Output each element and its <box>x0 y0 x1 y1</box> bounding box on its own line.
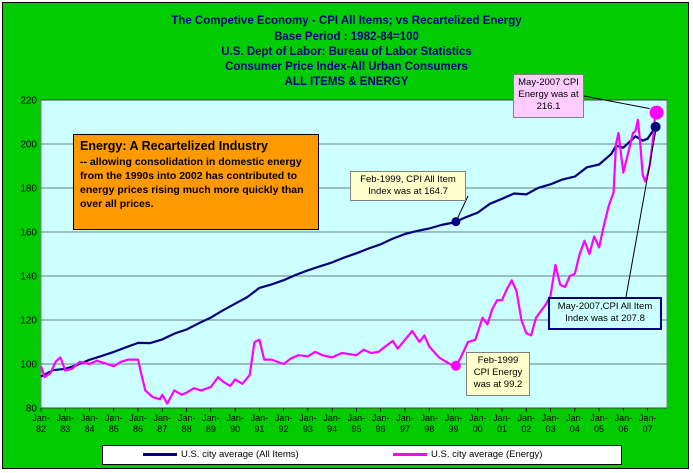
energy-annotation-heading: Energy: A Recartelized Industry <box>80 139 269 153</box>
series-line-all-items <box>40 126 657 378</box>
leader-may2007-all-items <box>625 131 657 298</box>
x-tick-label-month-4: Jan- <box>129 413 147 423</box>
x-tick-label-month-22: Jan- <box>566 413 584 423</box>
x-tick-label-month-15: Jan- <box>396 413 414 423</box>
leader-may2007-energy <box>583 95 650 110</box>
x-tick-label-year-3: 85 <box>109 424 119 434</box>
x-tick-label-year-13: 95 <box>351 424 361 434</box>
y-tick-label-80: 80 <box>26 404 38 415</box>
x-tick-label-month-7: Jan- <box>202 413 220 423</box>
y-tick-label-160: 160 <box>20 228 37 239</box>
x-tick-label-year-11: 93 <box>303 424 313 434</box>
legend-item-energy: U.S. city average (Energy) <box>393 449 542 460</box>
x-tick-label-year-21: 03 <box>546 424 556 434</box>
legend-swatch-all-items <box>143 453 177 456</box>
callout-feb1999-all-items: Feb-1999, CPI All Item Index was at 164.… <box>350 171 466 201</box>
x-tick-label-month-14: Jan- <box>372 413 390 423</box>
y-tick-label-140: 140 <box>20 272 37 283</box>
chart-subtitle-index: Consumer Price Index-All Urban Consumers <box>225 61 468 73</box>
x-tick-label-month-21: Jan- <box>542 413 560 423</box>
x-tick-label-year-14: 96 <box>376 424 386 434</box>
x-tick-label-month-24: Jan- <box>615 413 633 423</box>
x-tick-label-year-17: 99 <box>448 424 458 434</box>
x-tick-label-month-1: Jan- <box>57 413 75 423</box>
x-tick-label-year-24: 06 <box>618 424 628 434</box>
x-tick-label-year-4: 86 <box>133 424 143 434</box>
legend-swatch-energy <box>393 453 427 456</box>
y-tick-label-180: 180 <box>20 184 37 195</box>
x-tick-label-year-25: 07 <box>643 424 653 434</box>
x-tick-label-month-9: Jan- <box>251 413 269 423</box>
x-tick-label-month-25: Jan- <box>639 413 657 423</box>
y-tick-label-120: 120 <box>20 316 37 327</box>
x-tick-label-month-5: Jan- <box>154 413 172 423</box>
chart-legend: U.S. city average (All Items) U.S. city … <box>102 445 622 465</box>
x-tick-label-year-5: 87 <box>157 424 167 434</box>
chart-title: The Competive Economy - CPI All Items; v… <box>171 15 522 27</box>
x-tick-label-year-6: 88 <box>182 424 192 434</box>
x-tick-label-month-23: Jan- <box>590 413 608 423</box>
x-tick-label-year-1: 83 <box>60 424 70 434</box>
legend-item-all-items: U.S. city average (All Items) <box>143 449 299 460</box>
x-tick-label-year-12: 94 <box>327 424 337 434</box>
x-tick-label-year-15: 97 <box>400 424 410 434</box>
x-tick-label-year-7: 89 <box>206 424 216 434</box>
x-tick-label-year-9: 91 <box>254 424 264 434</box>
chart-subtitle-series: ALL ITEMS & ENERGY <box>284 76 409 88</box>
chart-subtitle-source: U.S. Dept of Labor: Bureau of Labor Stat… <box>221 46 472 58</box>
callout-may2007-energy: May-2007 CPI Energy was at 216.1 <box>513 74 584 118</box>
x-tick-label-year-23: 05 <box>594 424 604 434</box>
x-tick-label-year-10: 92 <box>279 424 289 434</box>
x-tick-label-month-6: Jan- <box>178 413 196 423</box>
x-tick-label-month-16: Jan- <box>420 413 438 423</box>
x-tick-label-month-18: Jan- <box>469 413 487 423</box>
x-tick-label-year-22: 04 <box>570 424 580 434</box>
chart-subtitle-base-period: Base Period : 1982-84=100 <box>274 31 419 43</box>
callout-may2007-all-items: May-2007,CPI All Item Index was at 207.8 <box>548 297 662 330</box>
y-tick-label-200: 200 <box>20 140 37 151</box>
x-tick-label-month-3: Jan- <box>105 413 123 423</box>
x-tick-label-month-11: Jan- <box>299 413 317 423</box>
energy-annotation-body: -- allowing consolidation in domestic en… <box>80 156 304 210</box>
y-tick-label-220: 220 <box>20 96 37 107</box>
x-tick-label-month-0: Jan- <box>32 413 50 423</box>
legend-label-energy: U.S. city average (Energy) <box>431 449 543 460</box>
x-tick-label-year-20: 02 <box>521 424 531 434</box>
series-line-energy <box>39 108 657 405</box>
x-tick-label-month-2: Jan- <box>81 413 99 423</box>
x-tick-label-year-18: 00 <box>473 424 483 434</box>
x-tick-label-month-17: Jan- <box>445 413 463 423</box>
x-tick-label-month-8: Jan- <box>226 413 244 423</box>
marker-may2007-all-items <box>650 121 661 132</box>
marker-may2007-energy <box>649 105 664 120</box>
marker-feb1999-energy <box>450 360 461 371</box>
energy-annotation-box: Energy: A Recartelized Industry -- allow… <box>73 134 319 230</box>
x-tick-label-month-19: Jan- <box>493 413 511 423</box>
callout-feb1999-energy: Feb-1999 CPI Energy was at 99.2 <box>466 352 530 396</box>
x-tick-label-month-13: Jan- <box>348 413 366 423</box>
legend-label-all-items: U.S. city average (All Items) <box>181 449 299 460</box>
x-tick-label-month-20: Jan- <box>518 413 536 423</box>
y-tick-label-100: 100 <box>20 360 37 371</box>
x-tick-label-month-12: Jan- <box>323 413 341 423</box>
x-tick-label-year-0: 82 <box>36 424 46 434</box>
x-tick-label-year-16: 98 <box>424 424 434 434</box>
marker-feb1999-all-items <box>451 217 461 227</box>
x-tick-label-year-19: 01 <box>497 424 507 434</box>
x-tick-label-year-8: 90 <box>230 424 240 434</box>
x-tick-label-year-2: 84 <box>85 424 95 434</box>
x-tick-label-month-10: Jan- <box>275 413 293 423</box>
